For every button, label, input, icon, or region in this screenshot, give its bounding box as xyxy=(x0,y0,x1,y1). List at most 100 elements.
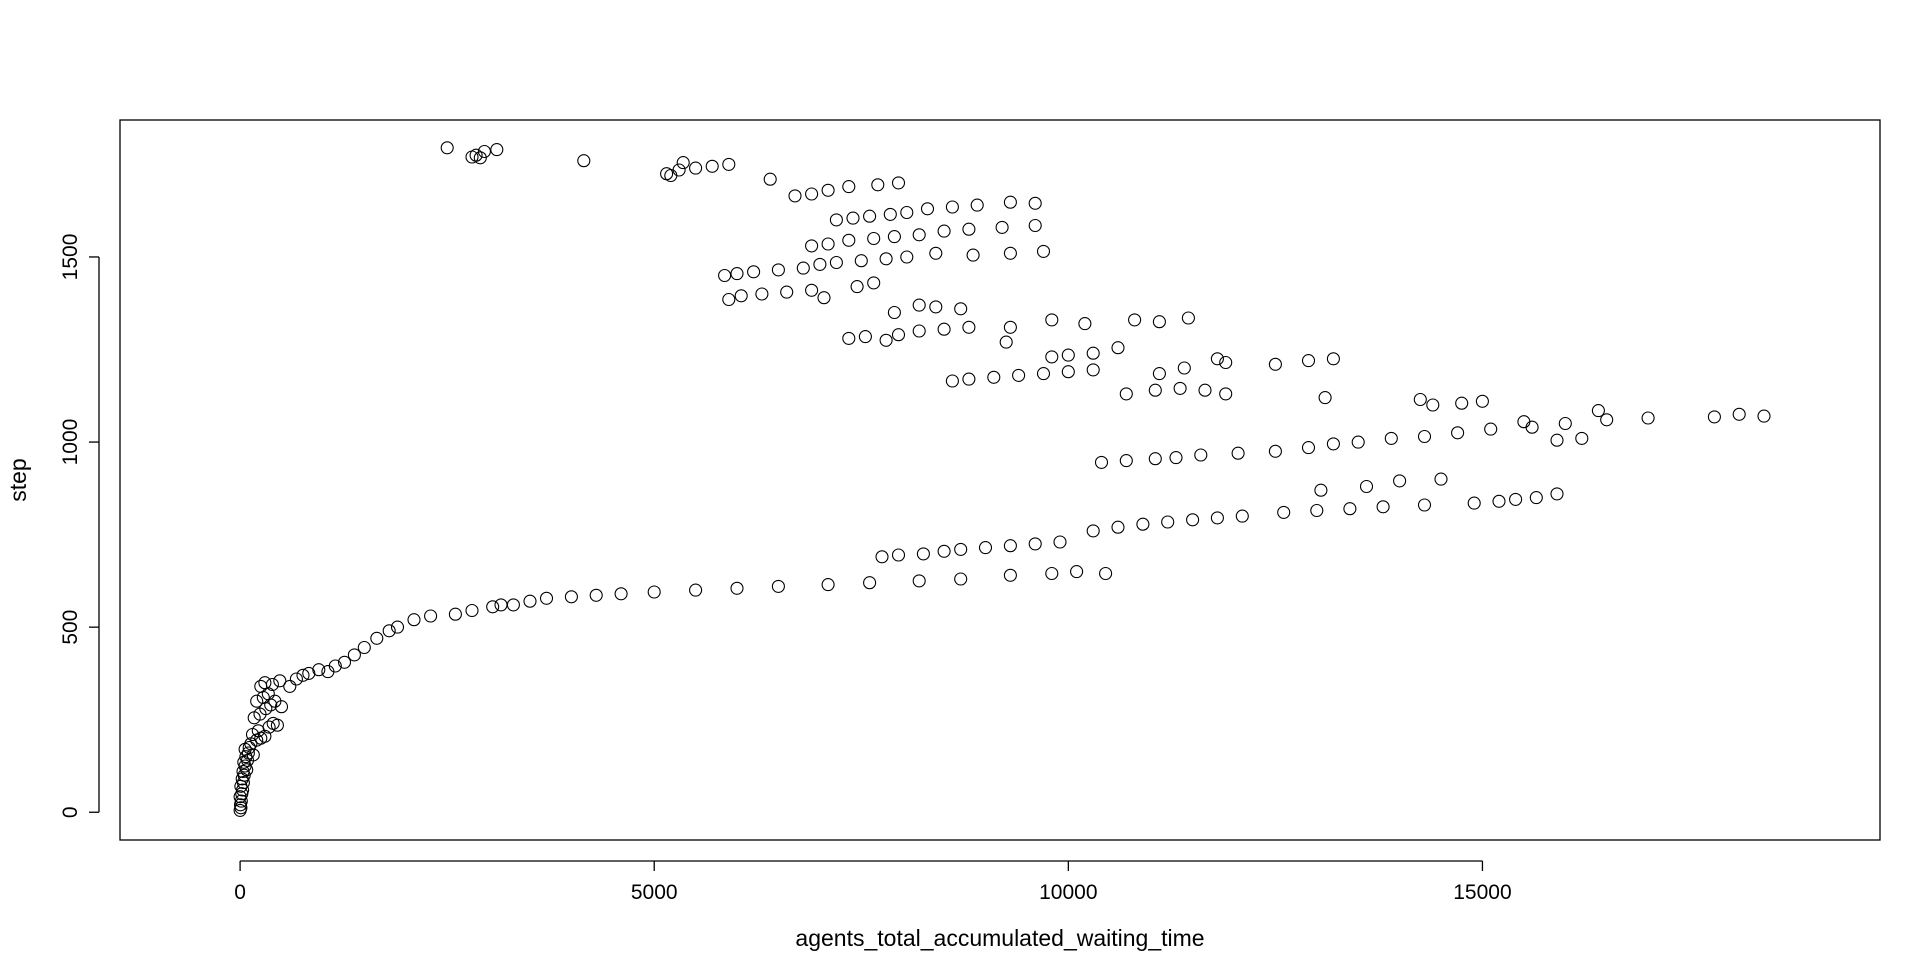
data-point xyxy=(730,267,744,281)
data-point xyxy=(1310,503,1324,518)
y-tick-label: 500 xyxy=(59,610,82,645)
data-point xyxy=(705,159,719,173)
data-point xyxy=(448,607,462,621)
data-point xyxy=(265,677,279,692)
data-point xyxy=(1119,387,1133,401)
data-point xyxy=(937,544,951,558)
data-point xyxy=(1326,437,1340,451)
data-point xyxy=(1161,515,1175,529)
data-point xyxy=(465,603,479,618)
data-point xyxy=(962,372,976,386)
data-point xyxy=(424,609,438,623)
data-point xyxy=(1550,487,1564,501)
data-point xyxy=(722,157,736,171)
data-point xyxy=(771,263,785,277)
data-point xyxy=(302,666,316,680)
plot-frame xyxy=(119,119,1881,841)
data-point xyxy=(883,207,897,221)
data-point xyxy=(647,585,661,599)
data-point xyxy=(328,659,342,673)
data-point xyxy=(805,187,819,201)
data-point xyxy=(1045,350,1059,364)
data-point xyxy=(1376,500,1390,514)
data-point xyxy=(858,330,872,344)
data-point xyxy=(780,285,794,299)
data-point xyxy=(1529,491,1543,505)
data-point xyxy=(1277,505,1291,519)
data-point xyxy=(912,324,926,338)
data-point xyxy=(1111,341,1125,355)
data-point xyxy=(1003,568,1017,582)
data-point xyxy=(1003,246,1017,260)
data-point xyxy=(1148,383,1162,397)
data-point xyxy=(1028,196,1042,210)
data-point xyxy=(954,572,968,586)
data-point xyxy=(900,250,914,264)
data-point xyxy=(1707,410,1721,424)
data-point xyxy=(842,233,856,247)
data-point xyxy=(821,237,835,251)
data-point xyxy=(676,156,690,170)
data-point xyxy=(1045,566,1059,581)
data-point xyxy=(1061,365,1075,379)
data-point xyxy=(1509,492,1523,506)
data-point xyxy=(1086,363,1100,377)
data-point xyxy=(1732,407,1746,421)
data-point xyxy=(370,631,384,645)
data-point xyxy=(987,370,1001,384)
data-point xyxy=(829,255,843,270)
data-point xyxy=(1152,367,1166,381)
data-point xyxy=(999,335,1013,349)
data-point xyxy=(863,209,877,223)
data-point xyxy=(945,374,959,388)
data-point xyxy=(805,239,819,253)
data-point xyxy=(821,578,835,592)
data-point xyxy=(1314,483,1328,497)
data-point xyxy=(821,183,835,197)
data-point xyxy=(1219,387,1233,401)
data-point xyxy=(1053,535,1067,549)
data-point xyxy=(1028,218,1042,233)
data-point xyxy=(747,265,761,279)
data-point xyxy=(1086,346,1100,360)
data-point xyxy=(912,574,926,588)
data-point xyxy=(1301,441,1316,455)
data-point xyxy=(1417,498,1432,512)
data-point xyxy=(734,289,748,303)
data-point xyxy=(1455,396,1469,410)
data-point xyxy=(842,180,856,194)
data-point xyxy=(755,287,769,301)
data-point xyxy=(1591,404,1605,418)
data-point xyxy=(1078,317,1092,331)
data-point xyxy=(900,205,914,220)
data-point xyxy=(1575,431,1589,445)
data-point xyxy=(473,151,487,165)
data-point xyxy=(954,542,968,556)
data-point xyxy=(730,581,744,595)
data-point xyxy=(337,655,352,669)
data-point xyxy=(1036,244,1051,258)
data-point xyxy=(1231,446,1245,460)
data-point xyxy=(1198,383,1212,397)
data-point xyxy=(1434,472,1448,486)
data-point xyxy=(863,576,877,590)
data-point xyxy=(1484,422,1498,436)
data-point xyxy=(891,548,906,562)
data-point xyxy=(788,189,802,203)
x-axis-title: agents_total_accumulated_waiting_time xyxy=(795,925,1204,951)
data-point xyxy=(577,154,591,168)
data-point xyxy=(920,202,935,216)
x-tick-label: 5000 xyxy=(631,881,678,904)
data-point xyxy=(1475,394,1489,408)
data-point xyxy=(1359,479,1374,494)
data-point xyxy=(879,252,893,266)
data-point xyxy=(887,305,901,320)
data-point xyxy=(1268,444,1282,458)
data-point xyxy=(407,613,421,627)
data-point xyxy=(614,587,628,601)
data-point xyxy=(875,550,889,564)
data-point xyxy=(1028,537,1042,551)
data-point xyxy=(1558,416,1572,431)
